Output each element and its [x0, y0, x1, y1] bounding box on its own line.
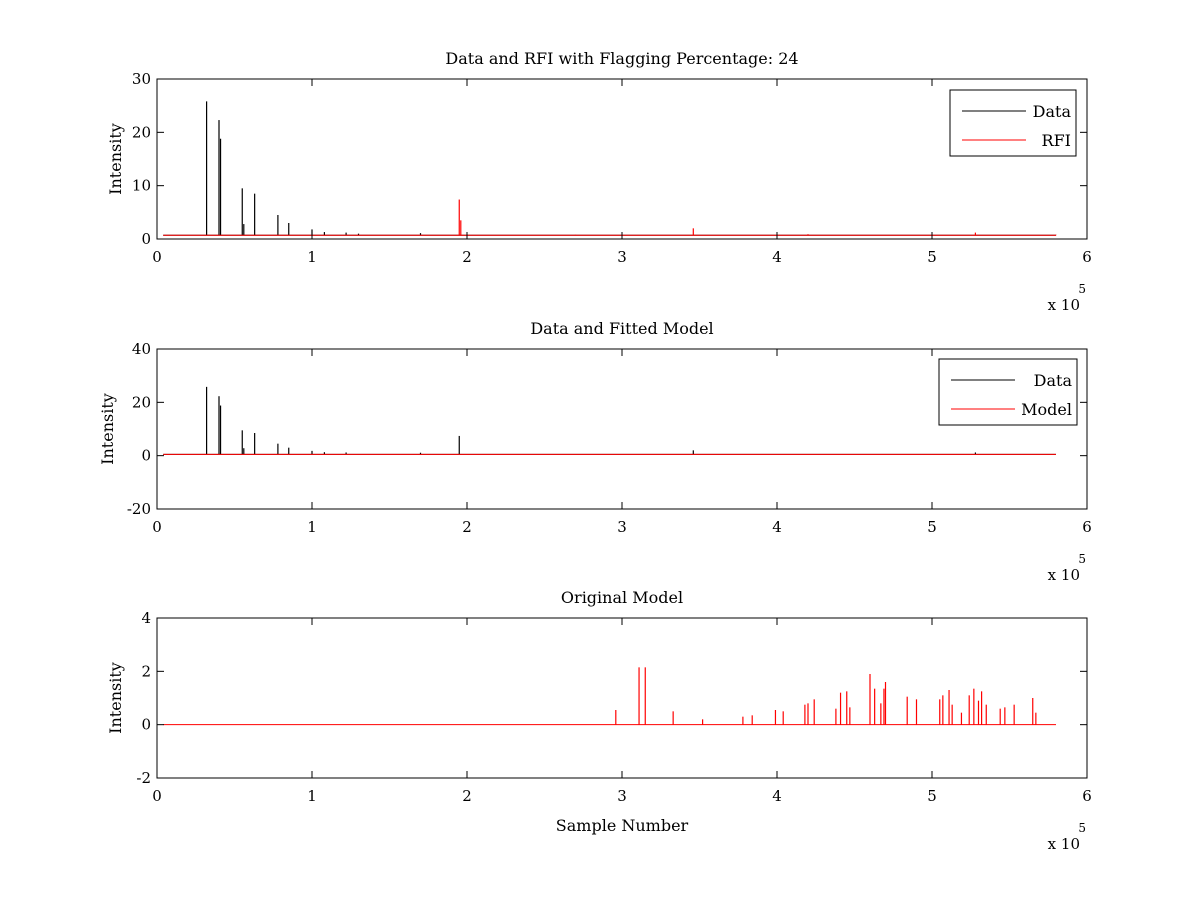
series-model: [163, 667, 1056, 726]
y-tick-label: 30: [132, 70, 151, 88]
plot-area: [157, 79, 1087, 239]
x-tick-label: 5: [927, 248, 937, 266]
x-multiplier-exponent: 5: [1078, 282, 1086, 296]
y-tick-label: 40: [132, 340, 151, 358]
y-axis-label: Intensity: [98, 393, 117, 465]
x-multiplier-exponent: 5: [1078, 821, 1086, 835]
y-tick-label: 20: [132, 123, 151, 141]
x-multiplier-base: x 10: [1048, 296, 1080, 314]
series-group: [163, 386, 1056, 455]
x-tick-label: 2: [462, 248, 472, 266]
x-multiplier-exponent: 5: [1078, 552, 1086, 566]
chart-title: Data and RFI with Flagging Percentage: 2…: [445, 49, 798, 68]
plot-area: [157, 349, 1087, 509]
y-tick-label: 0: [141, 447, 151, 465]
legend: Data Model: [938, 358, 1078, 426]
x-tick-label: 1: [307, 248, 317, 266]
y-axis-label: Intensity: [106, 662, 125, 734]
y-axis-label: Intensity: [106, 123, 125, 195]
y-tick-label: 20: [132, 393, 151, 411]
legend-label-data: Data: [1034, 371, 1073, 390]
x-tick-label: 0: [152, 787, 162, 805]
x-axis-label: Sample Number: [556, 816, 689, 835]
x-tick-label: 5: [927, 787, 937, 805]
y-tick-label: -20: [127, 500, 151, 518]
series-group: [163, 667, 1056, 726]
x-tick-label: 1: [307, 518, 317, 536]
x-tick-label: 4: [772, 518, 782, 536]
legend-box: [938, 358, 1078, 426]
legend-label-rfi: RFI: [1042, 131, 1071, 150]
x-tick-label: 4: [772, 248, 782, 266]
y-tick-label: -2: [136, 769, 151, 787]
legend-box: [949, 89, 1077, 157]
x-tick-label: 3: [617, 518, 627, 536]
x-tick-label: 0: [152, 518, 162, 536]
x-tick-label: 6: [1082, 248, 1092, 266]
x-multiplier-base: x 10: [1048, 835, 1080, 853]
y-tick-label: 4: [141, 609, 151, 627]
y-tick-label: 0: [141, 716, 151, 734]
x-tick-label: 0: [152, 248, 162, 266]
x-tick-label: 5: [927, 518, 937, 536]
y-tick-label: 10: [132, 177, 151, 195]
x-tick-label: 4: [772, 787, 782, 805]
legend-label-model: Model: [1021, 400, 1072, 419]
y-tick-label: 0: [141, 230, 151, 248]
plot-area: [157, 618, 1087, 778]
x-tick-label: 3: [617, 787, 627, 805]
x-tick-label: 6: [1082, 518, 1092, 536]
x-tick-label: 3: [617, 248, 627, 266]
legend: Data RFI: [949, 89, 1077, 157]
chart-title: Original Model: [561, 588, 683, 607]
x-tick-label: 2: [462, 518, 472, 536]
y-tick-label: 2: [141, 662, 151, 680]
x-tick-label: 2: [462, 787, 472, 805]
x-multiplier-base: x 10: [1048, 566, 1080, 584]
chart-title: Data and Fitted Model: [530, 319, 713, 338]
legend-label-data: Data: [1033, 102, 1072, 121]
x-tick-label: 1: [307, 787, 317, 805]
x-tick-label: 6: [1082, 787, 1092, 805]
